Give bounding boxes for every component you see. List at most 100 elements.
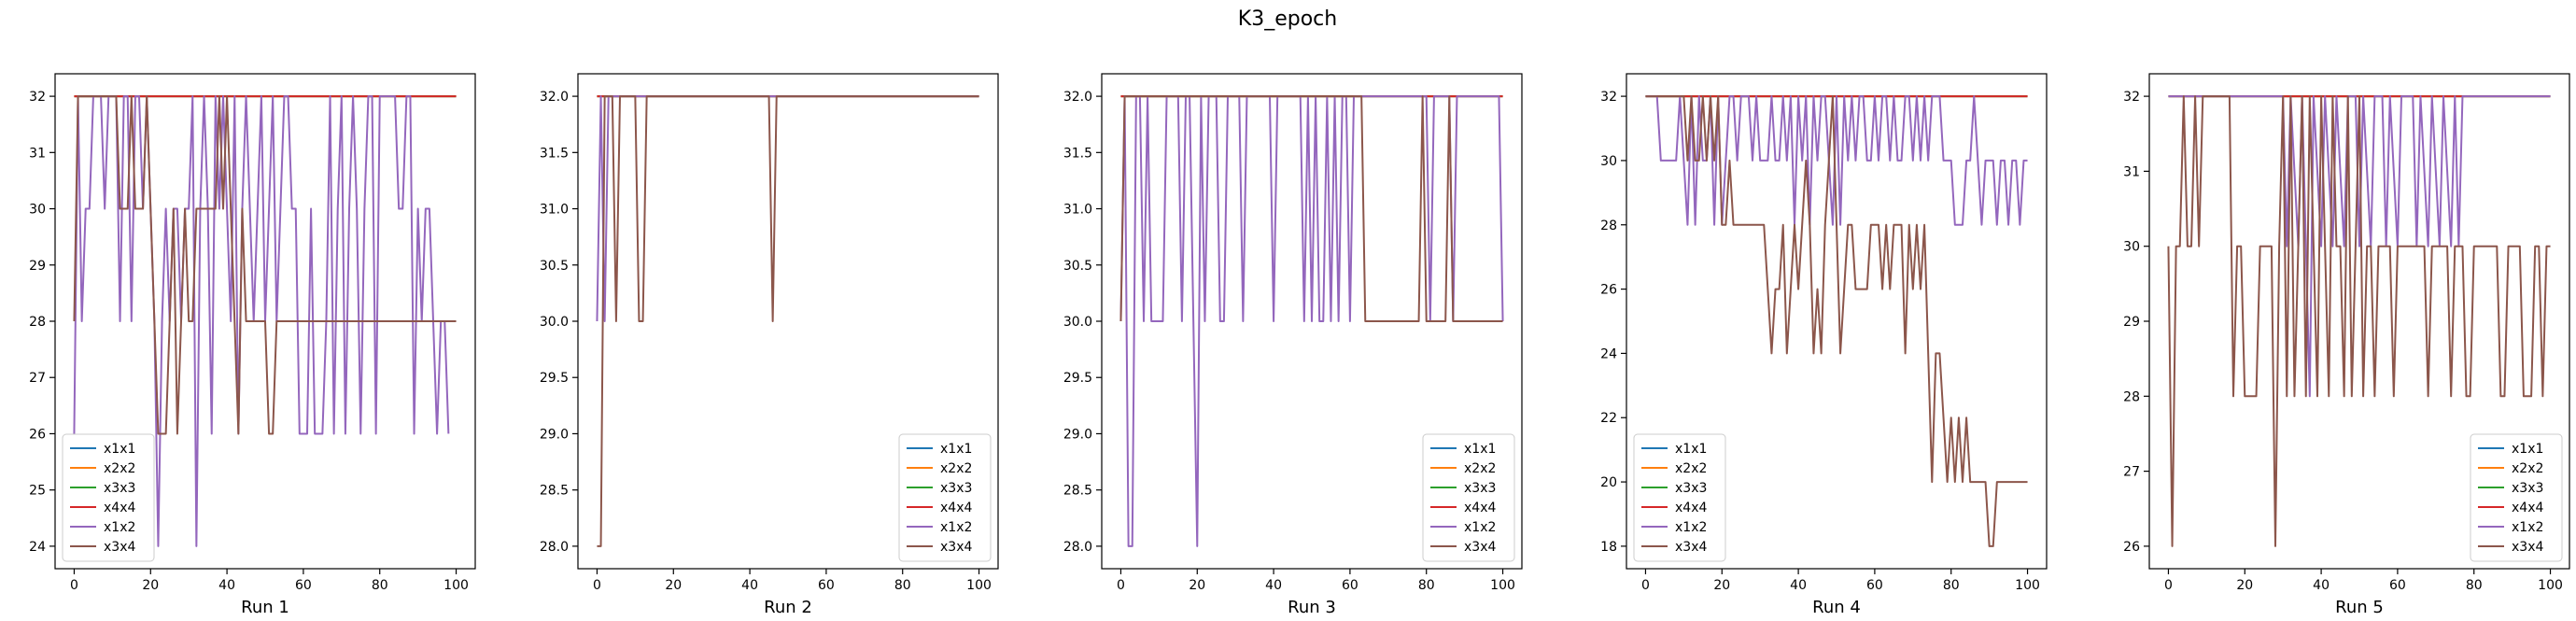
y-tick-label: 30 <box>29 203 46 218</box>
x-tick-label: 20 <box>665 578 682 593</box>
x-tick-label: 100 <box>2538 578 2563 593</box>
y-tick-label: 30 <box>1600 154 1617 169</box>
legend-label-x1x2: x1x2 <box>1464 520 1496 535</box>
y-tick-label: 24 <box>1600 346 1617 361</box>
legend-label-x4x4: x4x4 <box>1464 501 1496 515</box>
x-axis-label: Run 4 <box>1812 598 1861 617</box>
y-tick-label: 27 <box>29 371 46 386</box>
legend-label-x1x1: x1x1 <box>2512 442 2543 457</box>
chart-panel-4: 0 20 40 60 80 100 18 20 22 24 26 28 30 32 Run 4 x1x1 x2x… <box>1600 73 2048 617</box>
x-tick-label: 100 <box>1490 578 1515 593</box>
figure-title: K3_epoch <box>1238 7 1337 31</box>
legend-label-x1x2: x1x2 <box>104 520 135 535</box>
y-tick-label: 30.5 <box>1063 259 1092 274</box>
legend-label-x4x4: x4x4 <box>1675 501 1707 515</box>
x-tick-label: 0 <box>1641 578 1650 593</box>
y-tick-label: 22 <box>1600 411 1617 426</box>
x-tick-label: 60 <box>1866 578 1883 593</box>
y-tick-label: 31.5 <box>1063 146 1092 161</box>
y-tick-label: 28.5 <box>540 484 569 499</box>
legend-label-x1x1: x1x1 <box>1675 442 1707 457</box>
y-tick-label: 32.0 <box>540 90 569 105</box>
x-tick-label: 80 <box>894 578 911 593</box>
series-line-x3x4 <box>73 95 457 435</box>
x-tick-label: 0 <box>2164 578 2173 593</box>
legend-box <box>62 433 155 562</box>
series-group <box>73 95 457 547</box>
legend-label-x1x2: x1x2 <box>2512 520 2543 535</box>
axes-frame <box>1626 73 2048 570</box>
x-tick-label: 60 <box>818 578 835 593</box>
y-tick-label: 31.0 <box>1063 203 1092 218</box>
legend-box <box>2470 433 2563 562</box>
legend-label-x2x2: x2x2 <box>1464 461 1496 476</box>
y-tick-label: 30.0 <box>1063 315 1092 330</box>
legend-label-x3x4: x3x4 <box>1464 540 1496 555</box>
y-tick-label: 29 <box>29 259 46 274</box>
legend-label-x4x4: x4x4 <box>104 501 135 515</box>
x-tick-label: 0 <box>70 578 78 593</box>
legend: x1x1 x2x2 x3x3 x4x4 x1x2 x3x4 <box>62 433 155 562</box>
y-tick-label: 20 <box>1600 475 1617 490</box>
legend: x1x1 x2x2 x3x3 x4x4 x1x2 x3x4 <box>1422 433 1515 562</box>
y-tick-label: 25 <box>29 484 46 499</box>
legend-label-x3x3: x3x3 <box>940 481 972 496</box>
x-tick-label: 0 <box>1117 578 1125 593</box>
y-tick-label: 28.0 <box>1063 540 1092 555</box>
legend: x1x1 x2x2 x3x3 x4x4 x1x2 x3x4 <box>2470 433 2563 562</box>
x-tick-label: 80 <box>1418 578 1435 593</box>
y-tick-label: 31.0 <box>540 203 569 218</box>
y-tick-label: 26 <box>2123 540 2140 555</box>
legend-label-x3x4: x3x4 <box>1675 540 1707 555</box>
legend-label-x3x3: x3x3 <box>1464 481 1496 496</box>
series-group <box>1645 95 2028 547</box>
series-line-x3x4 <box>597 95 979 547</box>
legend-label-x2x2: x2x2 <box>104 461 135 476</box>
chart-panel-2: 0 20 40 60 80 100 28.0 28.5 29.0 29.5 30.0 30.5 31.0… <box>540 73 999 617</box>
y-tick-label: 18 <box>1600 540 1617 555</box>
y-tick-label: 27 <box>2123 465 2140 480</box>
y-tick-label: 32 <box>2123 90 2140 105</box>
y-tick-label: 31 <box>2123 164 2140 179</box>
x-tick-label: 20 <box>2236 578 2253 593</box>
legend-label-x2x2: x2x2 <box>2512 461 2543 476</box>
series-group <box>596 95 979 547</box>
x-axis-label: Run 3 <box>1288 598 1336 617</box>
x-tick-label: 80 <box>372 578 388 593</box>
y-tick-label: 29 <box>2123 315 2140 330</box>
series-line-x1x2 <box>1645 95 2028 226</box>
x-tick-label: 20 <box>1189 578 1205 593</box>
x-tick-label: 20 <box>142 578 159 593</box>
series-group <box>1119 95 1504 547</box>
x-tick-label: 60 <box>2389 578 2406 593</box>
legend-label-x3x4: x3x4 <box>104 540 135 555</box>
series-line-x3x4 <box>1645 95 2028 547</box>
y-tick-label: 29.5 <box>540 371 569 386</box>
legend-label-x2x2: x2x2 <box>1675 461 1707 476</box>
x-tick-label: 40 <box>218 578 235 593</box>
legend-label-x1x1: x1x1 <box>104 442 135 457</box>
x-tick-label: 40 <box>741 578 758 593</box>
y-tick-label: 32.0 <box>1063 90 1092 105</box>
chart-panel-3: 0 20 40 60 80 100 28.0 28.5 29.0 29.5 30.0 30.5 31.0… <box>1063 73 1523 617</box>
x-axis-label: Run 1 <box>241 598 289 617</box>
y-tick-label: 31 <box>29 146 46 161</box>
x-tick-label: 40 <box>2313 578 2330 593</box>
x-tick-label: 100 <box>443 578 469 593</box>
y-tick-label: 29.0 <box>540 427 569 442</box>
x-tick-label: 40 <box>1790 578 1807 593</box>
y-tick-label: 24 <box>29 540 46 555</box>
x-tick-label: 80 <box>2466 578 2483 593</box>
x-axis-label: Run 2 <box>764 598 812 617</box>
x-tick-label: 0 <box>593 578 601 593</box>
x-tick-label: 80 <box>1943 578 1960 593</box>
y-tick-label: 30.0 <box>540 315 569 330</box>
y-tick-label: 30 <box>2123 240 2140 255</box>
x-tick-label: 60 <box>1342 578 1358 593</box>
legend-label-x3x3: x3x3 <box>104 481 135 496</box>
legend-box <box>1633 433 1726 562</box>
x-tick-label: 40 <box>1265 578 1282 593</box>
x-tick-label: 100 <box>2015 578 2040 593</box>
series-line-x3x4 <box>2167 95 2551 547</box>
legend-label-x3x4: x3x4 <box>2512 540 2543 555</box>
